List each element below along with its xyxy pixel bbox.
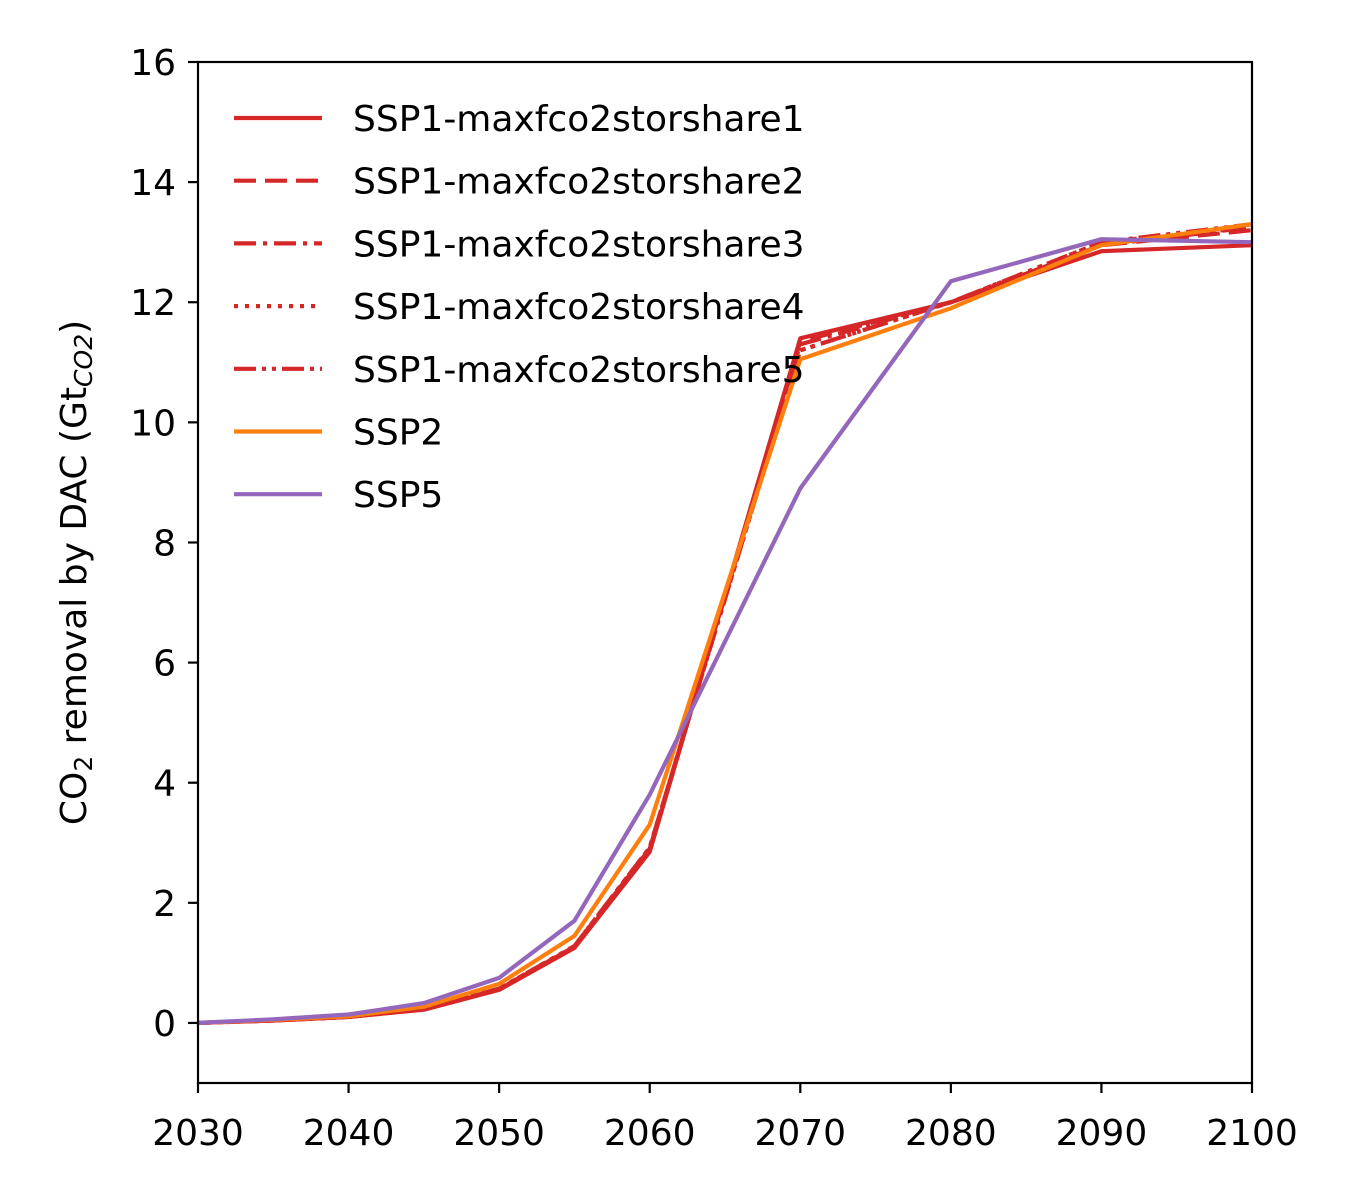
x-axis: 2030 2040 2050 2060 2070 2080 2090 2100	[152, 1083, 1298, 1154]
series-line-4	[197, 222, 1253, 1025]
y-axis-label: CO2 removal by DAC (GtCO2)	[54, 320, 98, 825]
legend-label: SSP1-maxfco2storshare3	[353, 224, 805, 265]
y-tick-label: 16	[130, 43, 176, 84]
y-tick-label: 4	[153, 764, 176, 805]
y-tick-label: 12	[130, 283, 176, 324]
plot-lines	[197, 222, 1253, 1025]
x-tick-label: 2030	[152, 1113, 244, 1154]
y-tick-label: 8	[153, 523, 176, 564]
y-axis: 0 2 4 6 8 10 12 14 16	[130, 43, 198, 1045]
ylabel-unit-sub: CO2	[69, 334, 98, 387]
series-line-3	[197, 225, 1253, 1025]
legend-label: SSP1-maxfco2storshare5	[353, 350, 805, 391]
y-tick-label: 0	[153, 1004, 176, 1045]
legend: SSP1-maxfco2storshare1 SSP1-maxfco2storsh…	[234, 99, 805, 516]
x-tick-label: 2090	[1056, 1113, 1148, 1154]
series-line-2	[197, 225, 1253, 1025]
legend-label: SSP5	[353, 475, 443, 516]
x-tick-label: 2070	[754, 1113, 846, 1154]
ylabel-suffix: )	[54, 320, 95, 334]
series-line-5	[197, 222, 1253, 1025]
x-tick-label: 2100	[1206, 1113, 1298, 1154]
legend-label: SSP1-maxfco2storshare1	[353, 99, 805, 140]
y-tick-label: 2	[153, 884, 176, 925]
x-tick-label: 2040	[303, 1113, 395, 1154]
ylabel-prefix: CO	[54, 772, 95, 825]
y-tick-label: 14	[130, 163, 176, 204]
ylabel-prefix-sub: 2	[69, 756, 98, 772]
series-line-6	[197, 237, 1253, 1025]
legend-label: SSP1-maxfco2storshare2	[353, 162, 805, 203]
legend-label: SSP2	[353, 413, 443, 454]
x-tick-label: 2050	[453, 1113, 545, 1154]
x-tick-label: 2080	[905, 1113, 997, 1154]
y-tick-label: 10	[130, 403, 176, 444]
legend-label: SSP1-maxfco2storshare4	[353, 287, 805, 328]
x-tick-label: 2060	[604, 1113, 696, 1154]
ylabel-middle: removal by DAC (Gt	[54, 387, 95, 756]
y-tick-label: 6	[153, 644, 176, 685]
plot-frame	[196, 60, 1254, 1085]
